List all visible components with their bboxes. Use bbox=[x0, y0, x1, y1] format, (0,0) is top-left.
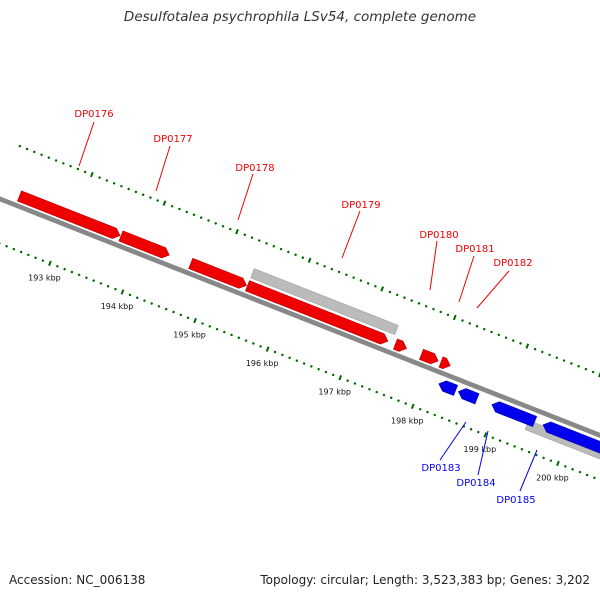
callout-line-DP0179 bbox=[341, 210, 361, 259]
gene-DP0179 bbox=[245, 280, 389, 345]
callout-line-DP0183 bbox=[439, 421, 467, 461]
gene-reverse-partial bbox=[542, 421, 600, 457]
gene-DP0176 bbox=[17, 190, 121, 239]
kbp-labels: 193 kbp 194 kbp 195 kbp 196 kbp 197 kbp … bbox=[28, 273, 569, 482]
gene-DP0178 bbox=[188, 257, 247, 289]
callout-line-DP0181 bbox=[458, 255, 475, 303]
gene-label-DP0180: DP0180 bbox=[419, 230, 458, 241]
gene-label-DP0185: DP0185 bbox=[496, 495, 535, 506]
callout-line-DP0185 bbox=[519, 449, 538, 492]
kbp-label-194: 194 kbp bbox=[101, 302, 134, 311]
kbp-label-198: 198 kbp bbox=[391, 416, 424, 425]
genome-backbone bbox=[0, 196, 600, 443]
gene-label-DP0183: DP0183 bbox=[421, 463, 460, 474]
gene-label-DP0184: DP0184 bbox=[456, 478, 495, 489]
gene-DP0182 bbox=[438, 356, 451, 369]
gene-DP0177 bbox=[118, 230, 170, 259]
gene-DP0184 bbox=[457, 388, 480, 405]
gene-label-DP0176: DP0176 bbox=[74, 109, 113, 120]
reverse-strand-genes bbox=[438, 380, 600, 457]
gene-label-DP0178: DP0178 bbox=[235, 163, 274, 174]
callout-line-DP0178 bbox=[237, 173, 254, 221]
callout-line-DP0184 bbox=[477, 430, 489, 476]
accession-text: Accession: NC_006138 bbox=[9, 573, 146, 587]
gene-DP0183 bbox=[438, 380, 459, 396]
callout-line-DP0177 bbox=[155, 145, 171, 192]
gene-callouts: DP0176 DP0177 DP0178 DP0179 DP0180 DP018… bbox=[74, 109, 538, 506]
rna-feature-1 bbox=[250, 268, 399, 336]
callout-line-DP0182 bbox=[476, 270, 510, 309]
kbp-label-196: 196 kbp bbox=[246, 359, 279, 368]
kbp-label-197: 197 kbp bbox=[318, 388, 351, 397]
kbp-label-199: 199 kbp bbox=[464, 445, 497, 454]
gene-label-DP0181: DP0181 bbox=[455, 244, 494, 255]
gene-label-DP0177: DP0177 bbox=[153, 134, 192, 145]
gene-DP0180 bbox=[392, 338, 407, 352]
forward-strand-genes bbox=[17, 190, 451, 369]
gene-label-DP0182: DP0182 bbox=[493, 258, 532, 269]
lower-tick-track bbox=[0, 242, 596, 480]
map-title: Desulfotalea psychrophila LSv54, complet… bbox=[123, 9, 477, 25]
gene-DP0185 bbox=[491, 401, 538, 428]
callout-line-DP0180 bbox=[429, 240, 438, 291]
callout-line-DP0176 bbox=[78, 121, 95, 167]
genome-stats-text: Topology: circular; Length: 3,523,383 bp… bbox=[260, 573, 590, 587]
gene-label-DP0179: DP0179 bbox=[341, 200, 380, 211]
kbp-label-193: 193 kbp bbox=[28, 273, 61, 282]
gene-DP0181 bbox=[419, 348, 439, 365]
kbp-label-195: 195 kbp bbox=[173, 330, 206, 339]
kbp-label-200: 200 kbp bbox=[536, 473, 569, 482]
rna-features bbox=[250, 268, 600, 460]
